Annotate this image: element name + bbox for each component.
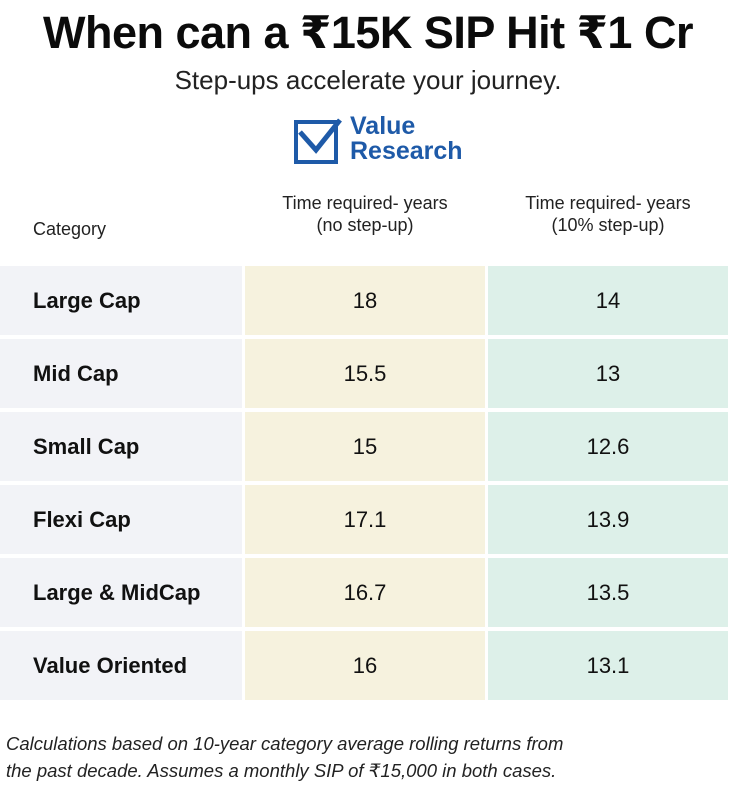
stepup-value: 13.1 — [488, 631, 728, 700]
header-no-stepup-line1: Time required- years — [282, 193, 448, 213]
header-category: Category — [33, 219, 107, 239]
logo-text: Value Research — [350, 114, 463, 164]
footnote: Calculations based on 10-year category a… — [6, 730, 563, 784]
no-stepup-value: 15 — [245, 412, 485, 481]
no-stepup-value: 15.5 — [245, 339, 485, 408]
header-no-stepup-line2: (no step-up) — [316, 215, 414, 235]
stepup-value: 13.9 — [488, 485, 728, 554]
no-stepup-value: 16.7 — [245, 558, 485, 627]
no-stepup-value: 18 — [245, 266, 485, 335]
header-stepup: Time required- years (10% step-up) — [488, 192, 728, 252]
category-cell: Mid Cap — [0, 339, 242, 408]
footnote-line2: the past decade. Assumes a monthly SIP o… — [6, 760, 557, 781]
no-stepup-value: 17.1 — [245, 485, 485, 554]
category-cell: Large & MidCap — [0, 558, 242, 627]
logo-text-line2: Research — [350, 137, 463, 165]
page-title: When can a ₹15K SIP Hit ₹1 Cr — [43, 7, 693, 58]
table-row: Large Cap 18 14 — [0, 266, 730, 339]
stepup-value: 14 — [488, 266, 728, 335]
header-stepup-line2: (10% step-up) — [551, 215, 665, 235]
stepup-value: 13 — [488, 339, 728, 408]
table-row: Value Oriented 16 13.1 — [0, 631, 730, 704]
data-table: Large Cap 18 14 Mid Cap 15.5 13 Small Ca… — [0, 266, 730, 704]
category-cell: Small Cap — [0, 412, 242, 481]
no-stepup-value: 16 — [245, 631, 485, 700]
table-row: Small Cap 15 12.6 — [0, 412, 730, 485]
table-row: Large & MidCap 16.7 13.5 — [0, 558, 730, 631]
header-no-stepup: Time required- years (no step-up) — [245, 192, 485, 252]
footnote-line1: Calculations based on 10-year category a… — [6, 733, 564, 754]
category-cell: Large Cap — [0, 266, 242, 335]
table-row: Mid Cap 15.5 13 — [0, 339, 730, 412]
value-research-logo: Value Research — [294, 114, 494, 172]
category-cell: Flexi Cap — [0, 485, 242, 554]
stepup-value: 13.5 — [488, 558, 728, 627]
stepup-value: 12.6 — [488, 412, 728, 481]
checkbox-check-icon — [294, 118, 342, 164]
category-cell: Value Oriented — [0, 631, 242, 700]
header-stepup-line1: Time required- years — [525, 193, 691, 213]
table-row: Flexi Cap 17.1 13.9 — [0, 485, 730, 558]
page-subtitle: Step-ups accelerate your journey. — [174, 65, 562, 95]
logo-text-line1: Value — [350, 112, 416, 140]
